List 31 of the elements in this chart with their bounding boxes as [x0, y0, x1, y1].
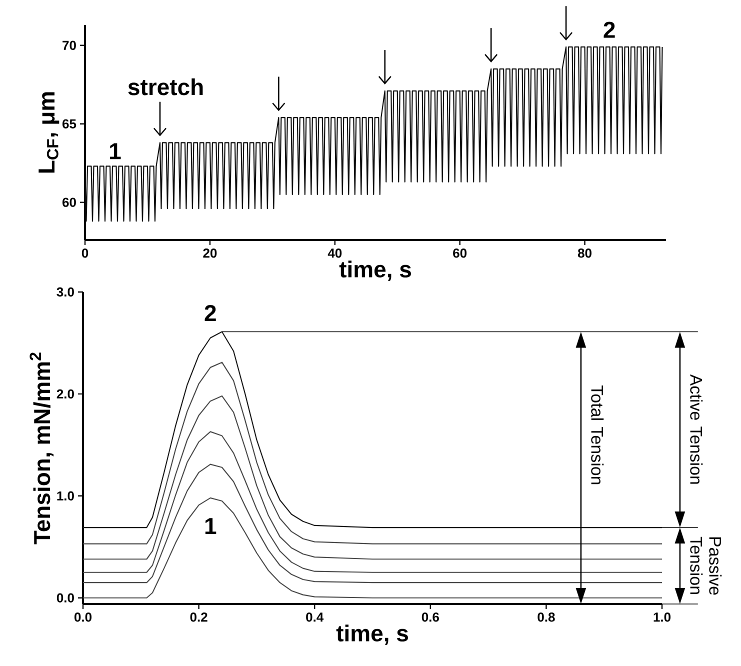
y-tick-label: 2.0 [56, 389, 74, 399]
x-tick-label: 0.6 [422, 612, 439, 622]
x-tick-label: 0.8 [538, 612, 555, 622]
y-tick-label: 3.0 [56, 287, 74, 297]
x-tick-label: 0 [82, 248, 88, 258]
y-axis-title: Tension, mN/mm$^{2}$ [30, 352, 54, 544]
y-tick-label: 0.0 [56, 593, 74, 602]
x-tick-label: 0.2 [190, 612, 208, 622]
annotation: 2 [604, 22, 615, 38]
annotation: 2 [204, 305, 216, 322]
y-tick-label: 1.0 [57, 491, 74, 501]
x-tick-label: 20 [203, 248, 217, 258]
x-tick-label: 1.0 [654, 612, 671, 622]
x-axis-title: time, s [336, 624, 408, 645]
annotation: stretch [128, 78, 203, 96]
x-tick-label: 40 [328, 248, 342, 258]
y-axis-title: L$_{CF}$, μm [38, 92, 60, 173]
line-series [84, 46, 663, 222]
text: Passive Tension [690, 536, 722, 595]
y-tick-label: 70 [62, 40, 76, 50]
x-tick-label: 0.0 [74, 612, 92, 622]
annotation: 1 [110, 143, 121, 160]
x-tick-label: 0.4 [306, 612, 324, 622]
x-axis-title: time, s [339, 260, 411, 281]
y-tick-label: 60 [62, 198, 76, 207]
x-tick-label: 60 [453, 248, 467, 258]
annotation: Total Tension [591, 385, 604, 484]
x-tick-label: 80 [578, 248, 592, 258]
annotation: 1 [205, 518, 216, 534]
y-tick-label: 65 [62, 119, 76, 128]
text: Active Tension [690, 374, 703, 484]
